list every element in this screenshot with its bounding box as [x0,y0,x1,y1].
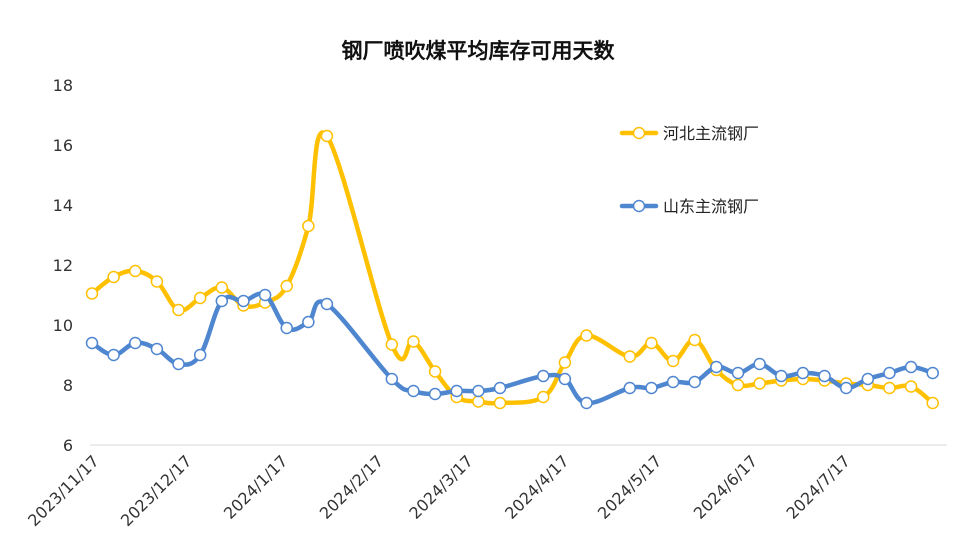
data-point [472,395,485,408]
data-point [731,366,745,380]
y-tick-label: 8 [63,376,73,395]
x-tick-label: 2023/12/17 [117,451,196,530]
data-point [753,377,766,390]
data-point [280,321,293,335]
data-point [580,396,593,410]
series-shandong [85,288,939,410]
data-point [172,303,185,317]
data-point [193,291,207,305]
x-tick-label: 2024/1/17 [220,451,291,522]
data-point [731,378,745,392]
y-tick-label: 10 [53,316,73,335]
data-point [428,365,442,378]
data-point [302,315,315,329]
data-point [666,354,680,368]
data-point [710,360,723,374]
chart-title: 钢厂喷吹煤平均库存可用天数 [342,39,616,63]
data-point [150,275,164,288]
x-tick-label: 2023/11/17 [24,451,103,530]
data-point [129,264,142,278]
data-point [215,281,229,294]
x-tick-label: 2024/4/17 [501,451,572,522]
data-point [193,348,207,362]
data-point [645,336,658,350]
series-line [89,130,935,406]
y-axis-ticks: 6 8 10 12 14 16 18 [53,76,73,455]
data-point [150,342,164,356]
data-point [537,369,550,383]
data-point [107,348,120,362]
data-point [537,390,550,404]
data-point [320,297,334,311]
data-point [818,369,831,383]
y-tick-label: 16 [53,136,73,155]
data-point [623,381,637,395]
data-point [904,380,918,393]
x-tick-label: 2024/2/17 [316,451,387,522]
x-tick-label: 2024/3/17 [405,451,476,522]
x-axis-ticks: 2023/11/17 2023/12/17 2024/1/17 2024/2/17 20… [24,451,854,530]
data-point [472,384,485,398]
x-tick-label: 2024/6/17 [690,451,761,522]
data-point [85,336,99,350]
data-point [302,219,315,233]
data-point [407,384,420,398]
data-point [753,357,766,371]
series-hebei [85,129,939,410]
legend-marker [632,199,646,213]
data-point [861,372,875,386]
data-point [280,279,293,293]
legend-item: 河北主流钢厂 [619,124,759,143]
data-point [320,129,334,143]
data-point [129,336,142,350]
data-point [558,372,572,386]
data-point [385,338,399,351]
data-point [407,335,420,348]
legend-marker [632,126,646,140]
data-point [926,396,939,410]
x-tick-label: 2024/7/17 [782,451,853,522]
data-point [904,360,918,374]
data-point [385,372,399,386]
legend-label: 山东主流钢厂 [663,197,759,216]
data-point [558,356,572,369]
data-point [172,357,185,371]
data-point [493,381,507,395]
legend-item: 山东主流钢厂 [619,197,759,216]
data-point [839,381,853,395]
data-point [215,294,229,308]
data-point [623,350,637,363]
data-point [493,396,507,410]
data-point [428,387,442,401]
data-point [645,381,658,395]
x-tick-label: 2024/5/17 [594,451,665,522]
data-point [580,329,593,342]
y-tick-label: 18 [53,76,73,95]
data-point [107,270,120,284]
data-point [883,381,896,395]
data-point [688,375,701,389]
data-point [666,375,680,389]
data-point [688,333,701,347]
data-point [237,294,250,308]
data-point [85,287,99,300]
legend-label: 河北主流钢厂 [663,124,759,143]
data-point [926,366,939,380]
series-line [89,291,935,406]
data-point [258,288,272,302]
data-point [796,366,810,380]
y-tick-label: 6 [63,436,73,455]
data-point [775,369,788,383]
series-layer [85,129,939,410]
data-point [883,366,896,380]
data-point [450,384,463,398]
y-tick-label: 12 [53,256,73,275]
y-tick-label: 14 [53,196,73,215]
